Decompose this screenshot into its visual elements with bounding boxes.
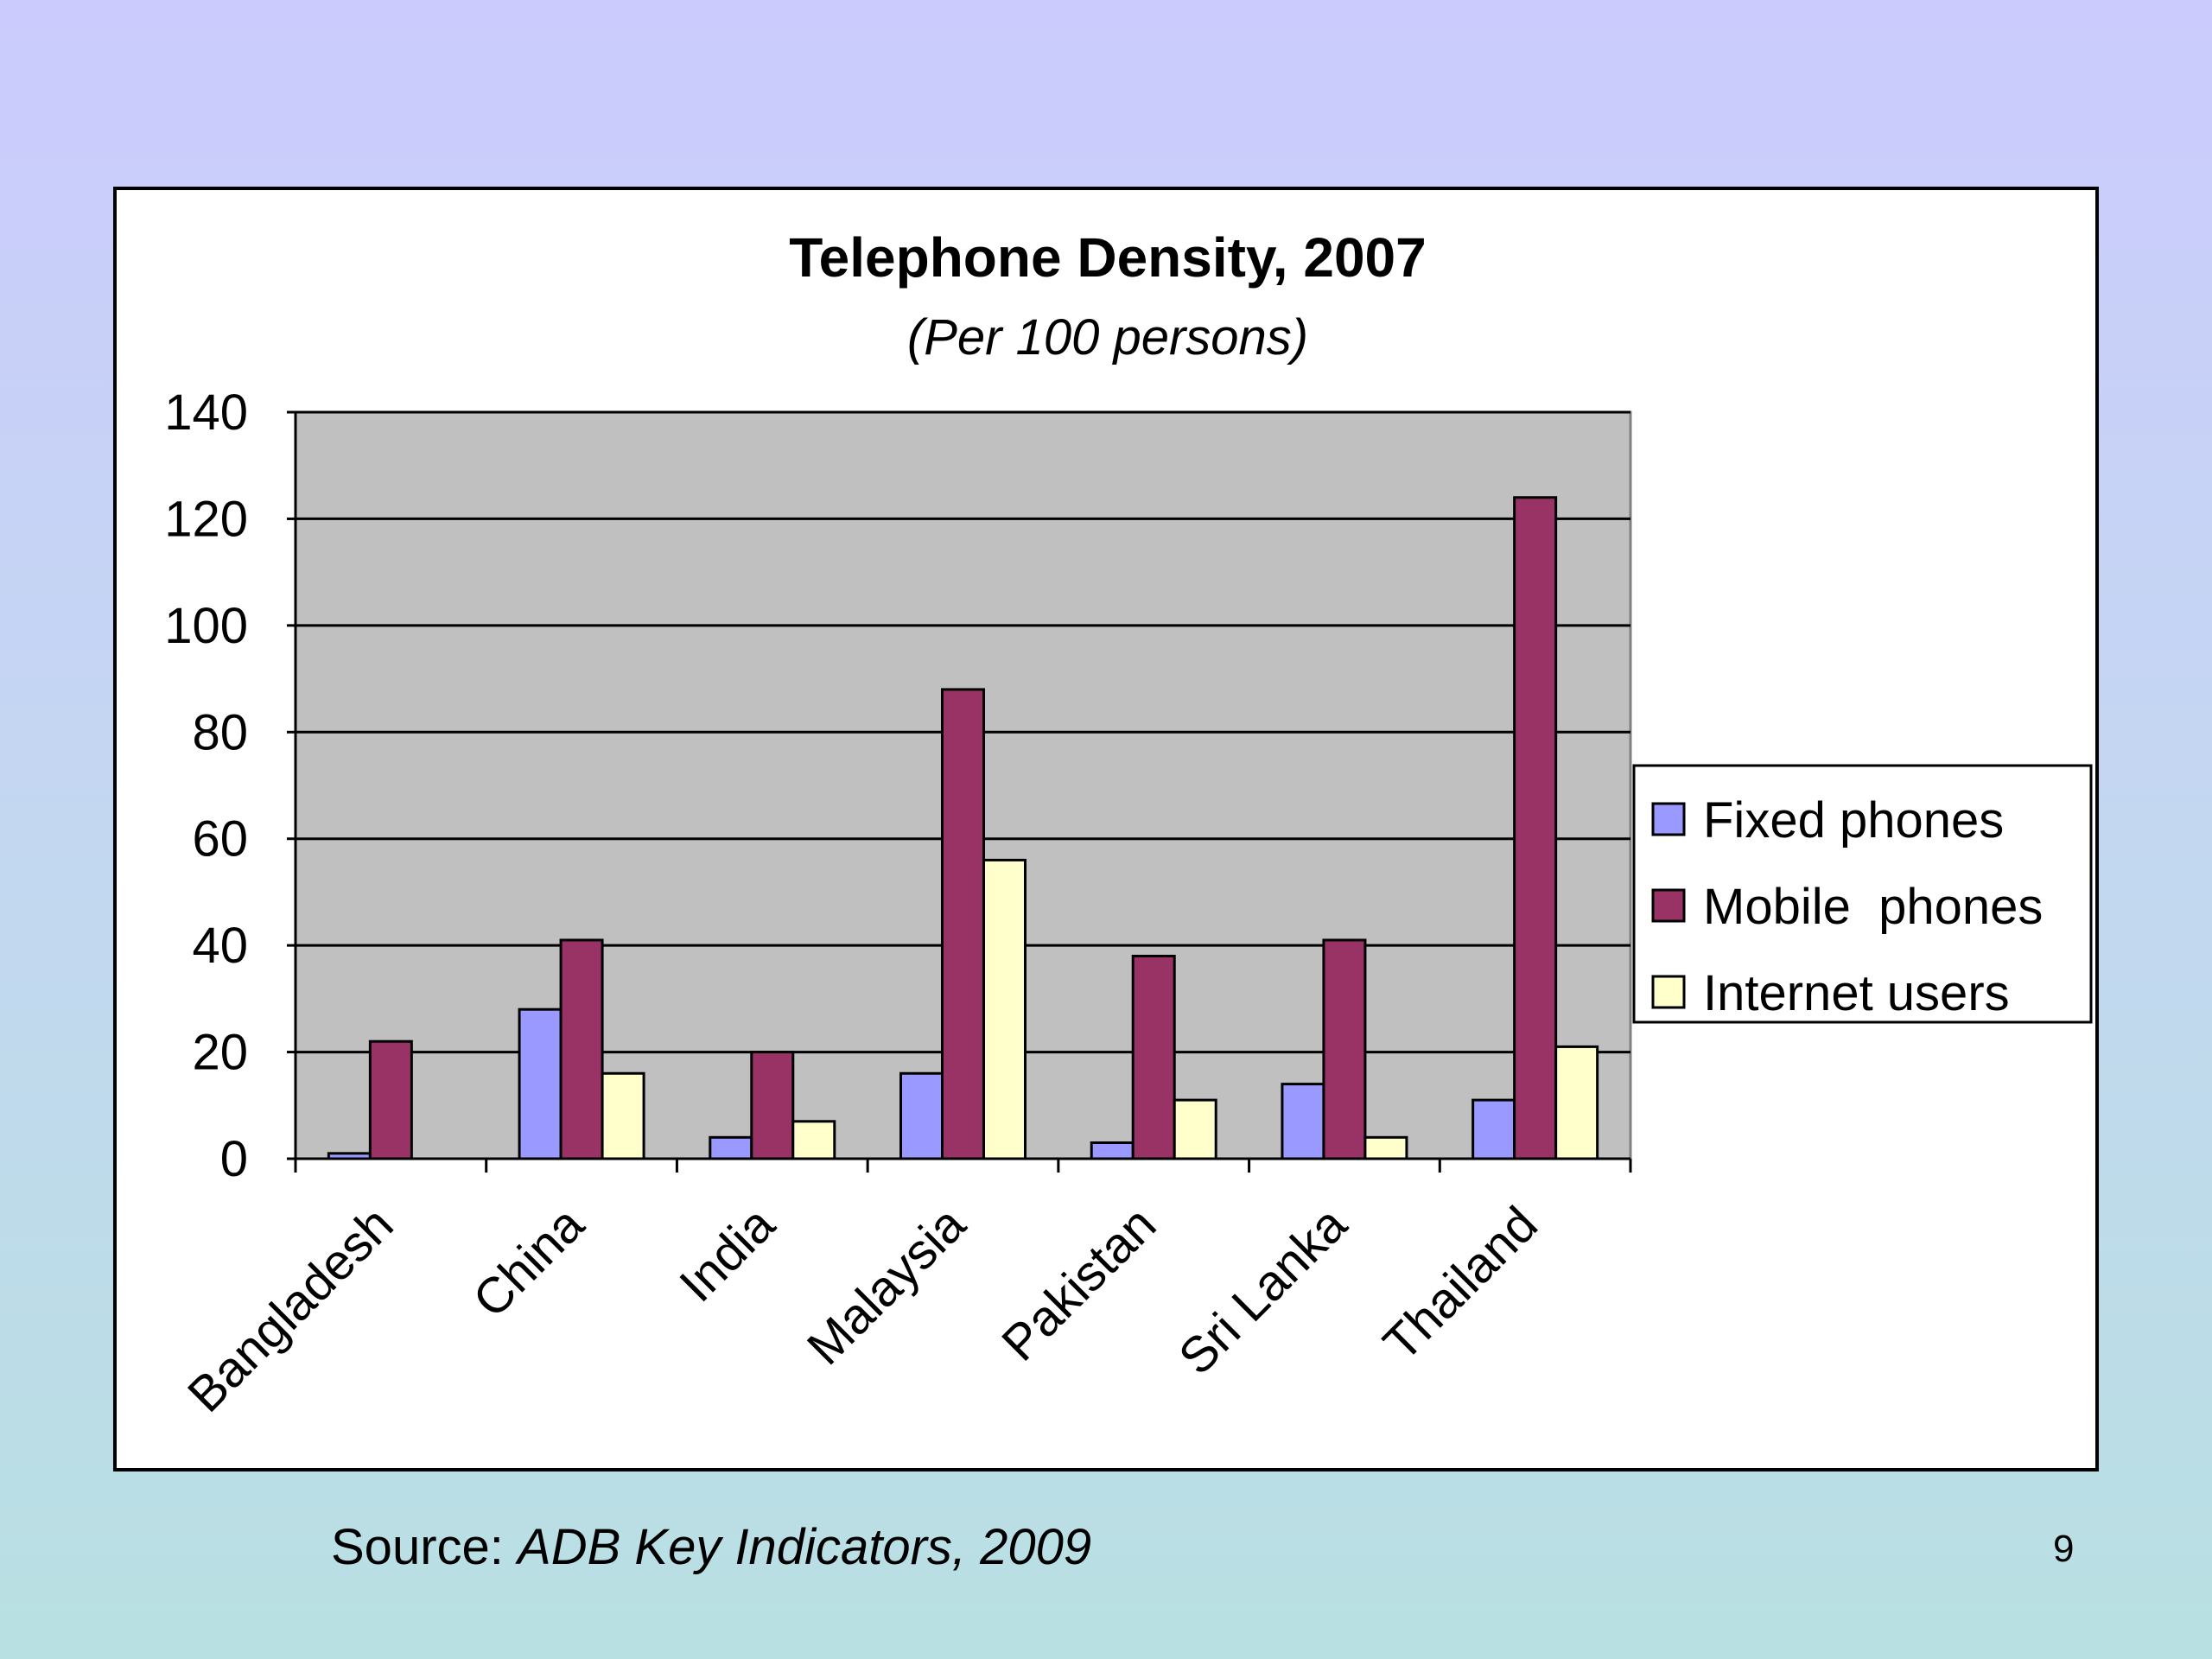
x-category-label: Sri Lanka: [1168, 1196, 1358, 1386]
bar-mobile-phones: [941, 688, 985, 1160]
bar-fixed-phones: [518, 1007, 563, 1160]
bar-chart: Telephone Density, 2007 (Per 100 persons…: [164, 226, 2093, 1423]
gridlines: [296, 410, 1630, 1054]
bar-internet-users: [1173, 1098, 1217, 1160]
chart-frame: Telephone Density, 2007 (Per 100 persons…: [113, 187, 2099, 1471]
legend: Fixed phones Mobile phones Internet users: [1632, 764, 2093, 1024]
bar-fixed-phones: [709, 1135, 753, 1160]
bar-mobile-phones: [1322, 938, 1367, 1160]
legend-label: Mobile phones: [1703, 879, 2043, 935]
x-category-label: India: [669, 1196, 785, 1313]
bar-mobile-phones: [750, 1051, 795, 1160]
y-tick-label: 140: [164, 385, 248, 441]
bar-mobile-phones: [1131, 954, 1176, 1160]
legend-swatch: [1651, 975, 1686, 1009]
legend-box: [1632, 764, 2093, 1024]
legend-label: Internet users: [1703, 965, 2010, 1021]
chart-subtitle: (Per 100 persons): [907, 309, 1308, 365]
bar-fixed-phones: [899, 1071, 944, 1160]
source-title: ADB Key Indicators, 2009: [518, 1519, 1092, 1575]
bar-mobile-phones: [559, 938, 604, 1160]
legend-swatch: [1651, 888, 1686, 923]
x-category-label: Bangladesh: [177, 1196, 404, 1423]
bar-internet-users: [601, 1071, 645, 1160]
bars: [327, 496, 1599, 1160]
bar-internet-users: [982, 858, 1027, 1160]
bar-internet-users: [1554, 1045, 1599, 1160]
x-category-label: China: [462, 1196, 595, 1329]
legend-label: Fixed phones: [1703, 792, 2004, 849]
y-tick-label: 60: [192, 811, 248, 868]
bar-internet-users: [791, 1120, 836, 1160]
bar-fixed-phones: [1281, 1083, 1325, 1160]
y-tick-label: 40: [192, 918, 248, 974]
y-tick-label: 0: [220, 1131, 248, 1187]
y-tick-label: 80: [192, 704, 248, 760]
y-tick-label: 100: [164, 598, 248, 654]
x-category-label: Malaysia: [797, 1196, 976, 1376]
chart-title: Telephone Density, 2007: [789, 226, 1426, 289]
bar-mobile-phones: [368, 1039, 413, 1160]
bar-fixed-phones: [1090, 1141, 1135, 1160]
x-category-label: Pakistan: [991, 1196, 1166, 1371]
page-number: 9: [2053, 1528, 2075, 1570]
x-category-label: Thailand: [1373, 1196, 1548, 1371]
bar-mobile-phones: [1513, 496, 1558, 1160]
legend-swatch: [1651, 802, 1686, 836]
bar-internet-users: [1363, 1135, 1408, 1160]
source-prefix: Source:: [331, 1519, 504, 1575]
y-tick-label: 20: [192, 1025, 248, 1081]
y-tick-label: 120: [164, 491, 248, 547]
source-citation: Source: ADB Key Indicators, 2009: [331, 1518, 1091, 1576]
bar-fixed-phones: [1471, 1098, 1516, 1160]
